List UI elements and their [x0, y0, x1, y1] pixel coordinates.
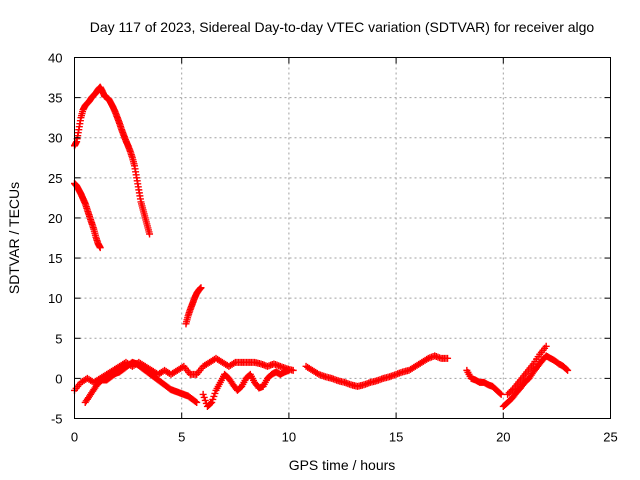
- data-point: [504, 390, 512, 398]
- x-tick-label: 20: [496, 430, 510, 445]
- data-point: [508, 386, 516, 394]
- y-axis-label: SDTVAR / TECUs: [6, 182, 22, 294]
- data-point: [96, 244, 104, 252]
- y-tick-label: 0: [55, 371, 62, 386]
- data-point: [496, 389, 504, 397]
- y-tick-label: -5: [51, 412, 63, 427]
- y-tick-label: 5: [55, 331, 62, 346]
- data-marks: [71, 83, 572, 410]
- data-point: [423, 355, 431, 363]
- data-point: [193, 398, 201, 406]
- data-point: [197, 284, 205, 292]
- data-point: [564, 366, 572, 374]
- data-point: [146, 230, 154, 238]
- data-point: [505, 389, 513, 397]
- y-tick-label: 15: [48, 251, 62, 266]
- y-tick-label: 20: [48, 211, 62, 226]
- series-arc-mid: [182, 284, 205, 328]
- series-cluster-d: [302, 352, 452, 390]
- data-point: [507, 387, 515, 395]
- data-point: [542, 342, 550, 350]
- y-tick-label: 30: [48, 131, 62, 146]
- data-point: [444, 354, 452, 362]
- chart-title: Day 117 of 2023, Sidereal Day-to-day VTE…: [90, 19, 595, 35]
- x-tick-label: 25: [603, 430, 617, 445]
- series-arc-high-1: [71, 83, 154, 238]
- series-cluster-f: [499, 352, 572, 410]
- x-tick-label: 15: [389, 430, 403, 445]
- data-point: [192, 398, 200, 406]
- series-cluster-a: [71, 354, 297, 394]
- plot-frame: [74, 57, 611, 419]
- series-cluster-b: [81, 358, 201, 406]
- data-point: [207, 399, 215, 407]
- data-point: [178, 363, 186, 371]
- x-axis-label: GPS time / hours: [289, 457, 396, 473]
- y-tick-label: 40: [48, 51, 62, 66]
- y-tick-label: 10: [48, 291, 62, 306]
- x-tick-label: 5: [178, 430, 185, 445]
- data-point: [497, 390, 505, 398]
- data-point: [230, 359, 238, 367]
- series-cluster-c: [199, 366, 293, 410]
- x-tick-label: 0: [71, 430, 78, 445]
- y-axis-ticks: -5 0 5 10 15 20 25 30 35 40: [48, 51, 611, 427]
- series-cluster-g: [504, 342, 550, 398]
- data-point: [313, 369, 321, 377]
- x-tick-label: 10: [282, 430, 296, 445]
- series-cluster-e: [463, 366, 505, 398]
- series-arc-high-2: [71, 179, 104, 252]
- x-axis-ticks: 0 5 10 15 20 25: [71, 57, 618, 445]
- y-tick-label: 35: [48, 91, 62, 106]
- data-point: [285, 366, 293, 374]
- data-point: [563, 365, 571, 373]
- y-tick-label: 25: [48, 171, 62, 186]
